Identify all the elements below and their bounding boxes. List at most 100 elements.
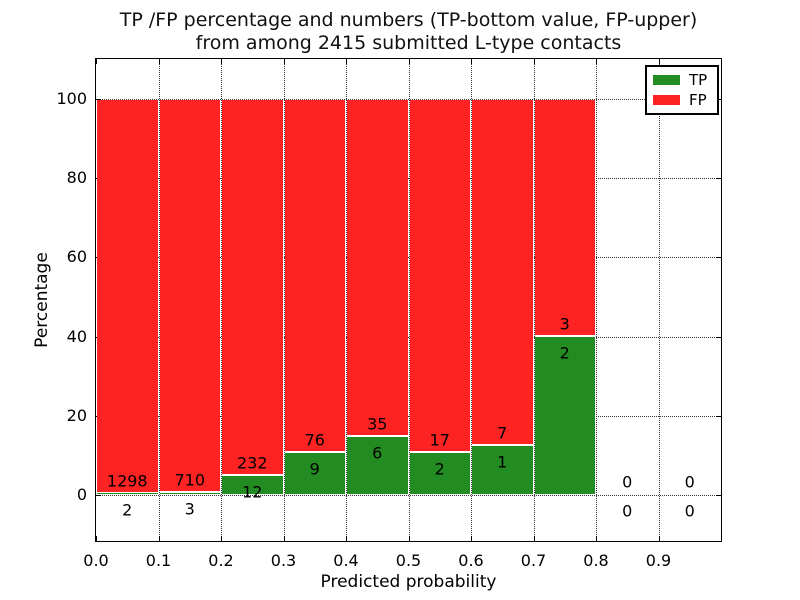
- bar-segment-fp: [535, 100, 595, 335]
- y-tick-label: 60: [66, 247, 87, 267]
- y-tick-label: 40: [66, 326, 87, 346]
- x-tick-mark: [471, 536, 472, 541]
- legend-item-fp: FP: [653, 91, 711, 109]
- bar-count-label-fp: 7: [497, 423, 508, 443]
- gridline-vertical: [534, 59, 535, 541]
- x-tick-mark-top: [221, 59, 222, 64]
- x-tick-label: 0.7: [520, 551, 547, 570]
- legend-item-tp: TP: [653, 71, 711, 89]
- bar-count-label-fp: 0: [622, 472, 633, 492]
- gridline-horizontal: [96, 495, 721, 496]
- bar-count-label-fp: 17: [429, 430, 450, 450]
- x-tick-label: 0.8: [583, 551, 609, 570]
- y-tick-mark-right: [716, 257, 721, 258]
- x-tick-label: 0.5: [395, 551, 422, 570]
- bar-count-label-fp: 76: [304, 430, 325, 450]
- bar-segment-tp: [347, 437, 408, 494]
- y-tick-label: 20: [66, 405, 87, 425]
- x-tick-mark: [346, 536, 347, 541]
- legend-label-fp: FP: [689, 91, 707, 109]
- bar-count-label-tp: 0: [622, 501, 633, 521]
- y-tick-mark: [96, 495, 101, 496]
- x-tick-mark-top: [346, 59, 347, 64]
- gridline-horizontal: [96, 257, 721, 258]
- bar-count-label-fp: 3: [559, 314, 570, 334]
- y-tick-mark-right: [716, 337, 721, 338]
- y-tick-mark-right: [716, 495, 721, 496]
- chart-title-line2: from among 2415 submitted L-type contact…: [195, 32, 622, 54]
- x-tick-label: 0.4: [333, 551, 359, 570]
- bar-count-label-fp: 1298: [106, 471, 148, 491]
- y-tick-mark-right: [716, 416, 721, 417]
- x-axis-label: Predicted probability: [320, 572, 497, 592]
- x-tick-label: 0.9: [645, 551, 672, 570]
- gridline-vertical: [471, 59, 472, 541]
- gridline-horizontal: [96, 99, 721, 100]
- bar-count-label-tp: 3: [184, 499, 195, 519]
- bar-segment-tp: [472, 446, 533, 494]
- bar-count-label-tp: 2: [434, 459, 445, 479]
- bar-segment-fp: [347, 100, 408, 435]
- gridline-horizontal: [96, 416, 721, 417]
- x-tick-mark: [159, 536, 160, 541]
- x-tick-mark: [659, 536, 660, 541]
- gridline-vertical: [659, 59, 660, 541]
- legend: TP FP: [645, 65, 719, 115]
- x-tick-mark: [596, 536, 597, 541]
- x-tick-label: 0.0: [83, 551, 109, 570]
- x-tick-label: 0.1: [145, 551, 172, 570]
- bar-count-label-tp: 12: [242, 482, 263, 502]
- x-tick-mark: [409, 536, 410, 541]
- x-tick-mark: [96, 536, 97, 541]
- y-tick-label: 80: [66, 168, 87, 188]
- y-tick-label: 100: [56, 89, 87, 108]
- y-axis-label: Percentage: [32, 252, 52, 348]
- bar-segment-tp: [535, 337, 595, 494]
- bar-count-label-tp: 6: [372, 443, 383, 463]
- bar-segment-tp: [410, 453, 470, 494]
- bar-segment-tp: [97, 493, 158, 494]
- x-tick-mark: [284, 536, 285, 541]
- gridline-vertical: [409, 59, 410, 541]
- gridline-horizontal: [96, 337, 721, 338]
- gridline-horizontal: [96, 178, 721, 179]
- plot-area: 1298 2 710 3 232 12 76 9 35 6 17 2 7 1 3 2 0 0 0 0: [95, 58, 722, 542]
- legend-swatch-tp-icon: [653, 75, 680, 85]
- bar-segment-fp: [97, 100, 158, 492]
- bar-segment-fp: [222, 100, 283, 474]
- bar-count-label-fp: 35: [367, 414, 388, 434]
- gridline-vertical: [284, 59, 285, 541]
- bar-segment-fp: [160, 100, 220, 491]
- x-tick-mark-top: [159, 59, 160, 64]
- x-tick-mark-top: [596, 59, 597, 64]
- bar-count-label-fp: 232: [236, 453, 268, 473]
- gridline-vertical: [159, 59, 160, 541]
- bar-count-label-fp: 0: [684, 472, 695, 492]
- x-tick-label: 0.6: [458, 551, 484, 570]
- x-tick-mark-top: [471, 59, 472, 64]
- x-tick-label: 0.3: [270, 551, 297, 570]
- bar-count-label-fp: 710: [174, 470, 206, 490]
- y-tick-mark-right: [716, 178, 721, 179]
- chart-title: TP /FP percentage and numbers (TP-bottom…: [96, 9, 721, 55]
- bar-segment-tp: [160, 493, 220, 494]
- bar-segment-tp: [285, 453, 345, 494]
- x-tick-label: 0.2: [208, 551, 234, 570]
- gridline-vertical: [596, 59, 597, 541]
- x-tick-mark-top: [409, 59, 410, 64]
- bar-count-label-tp: 0: [684, 501, 695, 521]
- bar-count-label-tp: 9: [309, 459, 320, 479]
- x-tick-mark: [534, 536, 535, 541]
- gridline-vertical: [221, 59, 222, 541]
- x-tick-mark-top: [659, 59, 660, 64]
- x-tick-mark: [221, 536, 222, 541]
- bar-count-label-tp: 2: [559, 343, 570, 363]
- gridline-vertical: [346, 59, 347, 541]
- y-tick-label: 0: [76, 485, 87, 504]
- legend-label-tp: TP: [689, 71, 708, 89]
- bar-count-label-tp: 2: [122, 500, 133, 520]
- bar-segment-fp: [285, 100, 345, 451]
- x-tick-mark-top: [534, 59, 535, 64]
- chart-title-line1: TP /FP percentage and numbers (TP-bottom…: [119, 9, 698, 31]
